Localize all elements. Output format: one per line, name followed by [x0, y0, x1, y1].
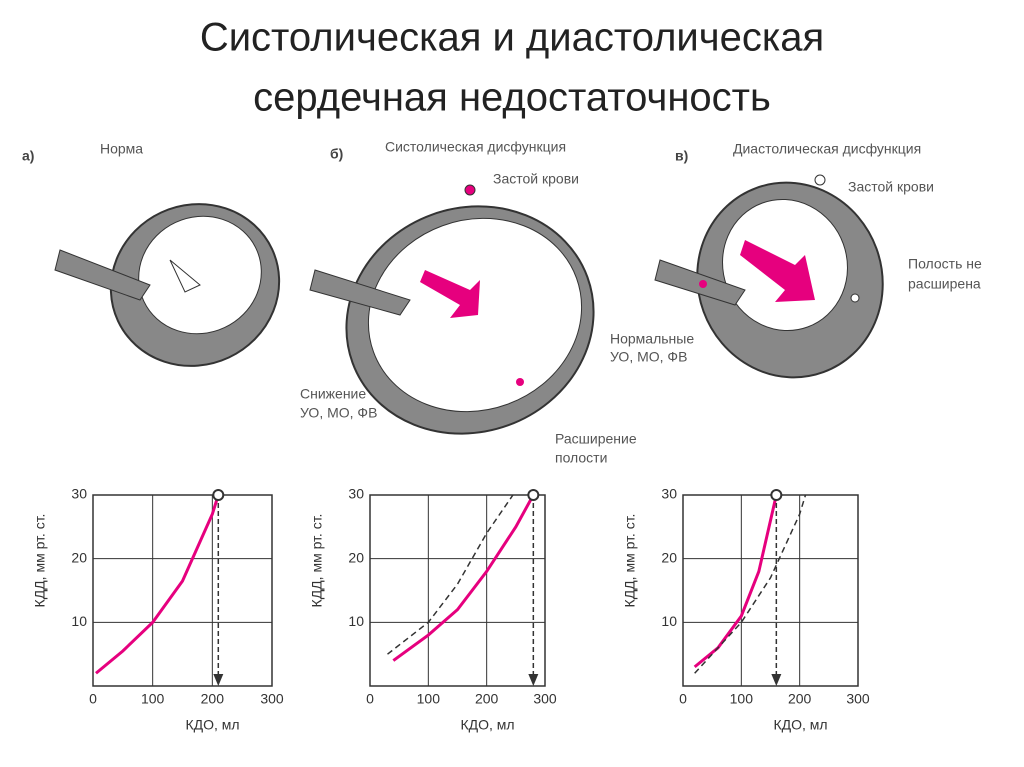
point-marker — [770, 489, 783, 501]
note: Снижение — [300, 386, 366, 402]
point-marker — [212, 489, 225, 501]
y-tick-label: 10 — [348, 613, 364, 629]
x-tick-label: 200 — [201, 691, 225, 707]
heart-normal — [54, 203, 281, 367]
x-tick-label: 0 — [366, 691, 374, 707]
x-tick-label: 200 — [475, 691, 499, 707]
note: УО, МО, ФВ — [300, 405, 377, 421]
panel-letter: а) — [22, 148, 34, 164]
drop-arrow — [213, 674, 224, 686]
x-axis-label: КДО, мл — [185, 717, 239, 733]
note: полости — [555, 450, 607, 466]
x-axis-label: КДО, мл — [773, 717, 827, 733]
note: расширена — [908, 276, 981, 292]
y-tick-label: 10 — [71, 613, 87, 629]
drop-arrow — [771, 674, 782, 686]
note: Расширение — [555, 431, 637, 447]
panel-title: Норма — [100, 141, 143, 157]
x-tick-label: 300 — [846, 691, 870, 707]
curve — [392, 494, 535, 662]
title: сердечная недостаточность — [253, 76, 771, 120]
note: Нормальные — [610, 331, 694, 347]
note: УО, МО, ФВ — [610, 349, 687, 365]
x-tick-label: 200 — [788, 691, 812, 707]
x-axis-label: КДО, мл — [460, 717, 514, 733]
curve — [95, 494, 220, 675]
curve — [693, 494, 778, 669]
panel-title: Систолическая дисфункция — [385, 139, 566, 155]
x-tick-label: 100 — [417, 691, 441, 707]
y-tick-label: 10 — [661, 613, 677, 629]
y-tick-label: 30 — [661, 486, 677, 502]
point-marker — [527, 489, 540, 501]
y-tick-label: 30 — [71, 486, 87, 502]
x-tick-label: 0 — [89, 691, 97, 707]
drop-arrow — [528, 674, 539, 686]
curve — [387, 494, 514, 655]
x-tick-label: 300 — [260, 691, 284, 707]
y-axis-label: КДД, мм рт. ст. — [622, 514, 638, 608]
y-axis-label: КДД, мм рт. ст. — [32, 514, 48, 608]
plot-frame — [92, 494, 273, 687]
note: Застой крови — [848, 179, 934, 195]
panel-title: Диастолическая дисфункция — [733, 141, 921, 157]
panel-letter: б) — [330, 146, 343, 162]
y-tick-label: 30 — [348, 486, 364, 502]
heart-diastolic — [654, 174, 884, 379]
y-tick-label: 20 — [348, 549, 364, 565]
x-tick-label: 300 — [533, 691, 557, 707]
x-tick-label: 0 — [679, 691, 687, 707]
curve — [694, 494, 807, 674]
note: Полость не — [908, 256, 982, 272]
note: Застой крови — [493, 171, 579, 187]
panel-letter: в) — [675, 148, 688, 164]
y-tick-label: 20 — [661, 549, 677, 565]
heart-systolic — [309, 184, 595, 435]
title: Систолическая и диастолическая — [200, 16, 824, 60]
x-tick-label: 100 — [730, 691, 754, 707]
x-tick-label: 100 — [141, 691, 165, 707]
y-tick-label: 20 — [71, 549, 87, 565]
y-axis-label: КДД, мм рт. ст. — [309, 514, 325, 608]
